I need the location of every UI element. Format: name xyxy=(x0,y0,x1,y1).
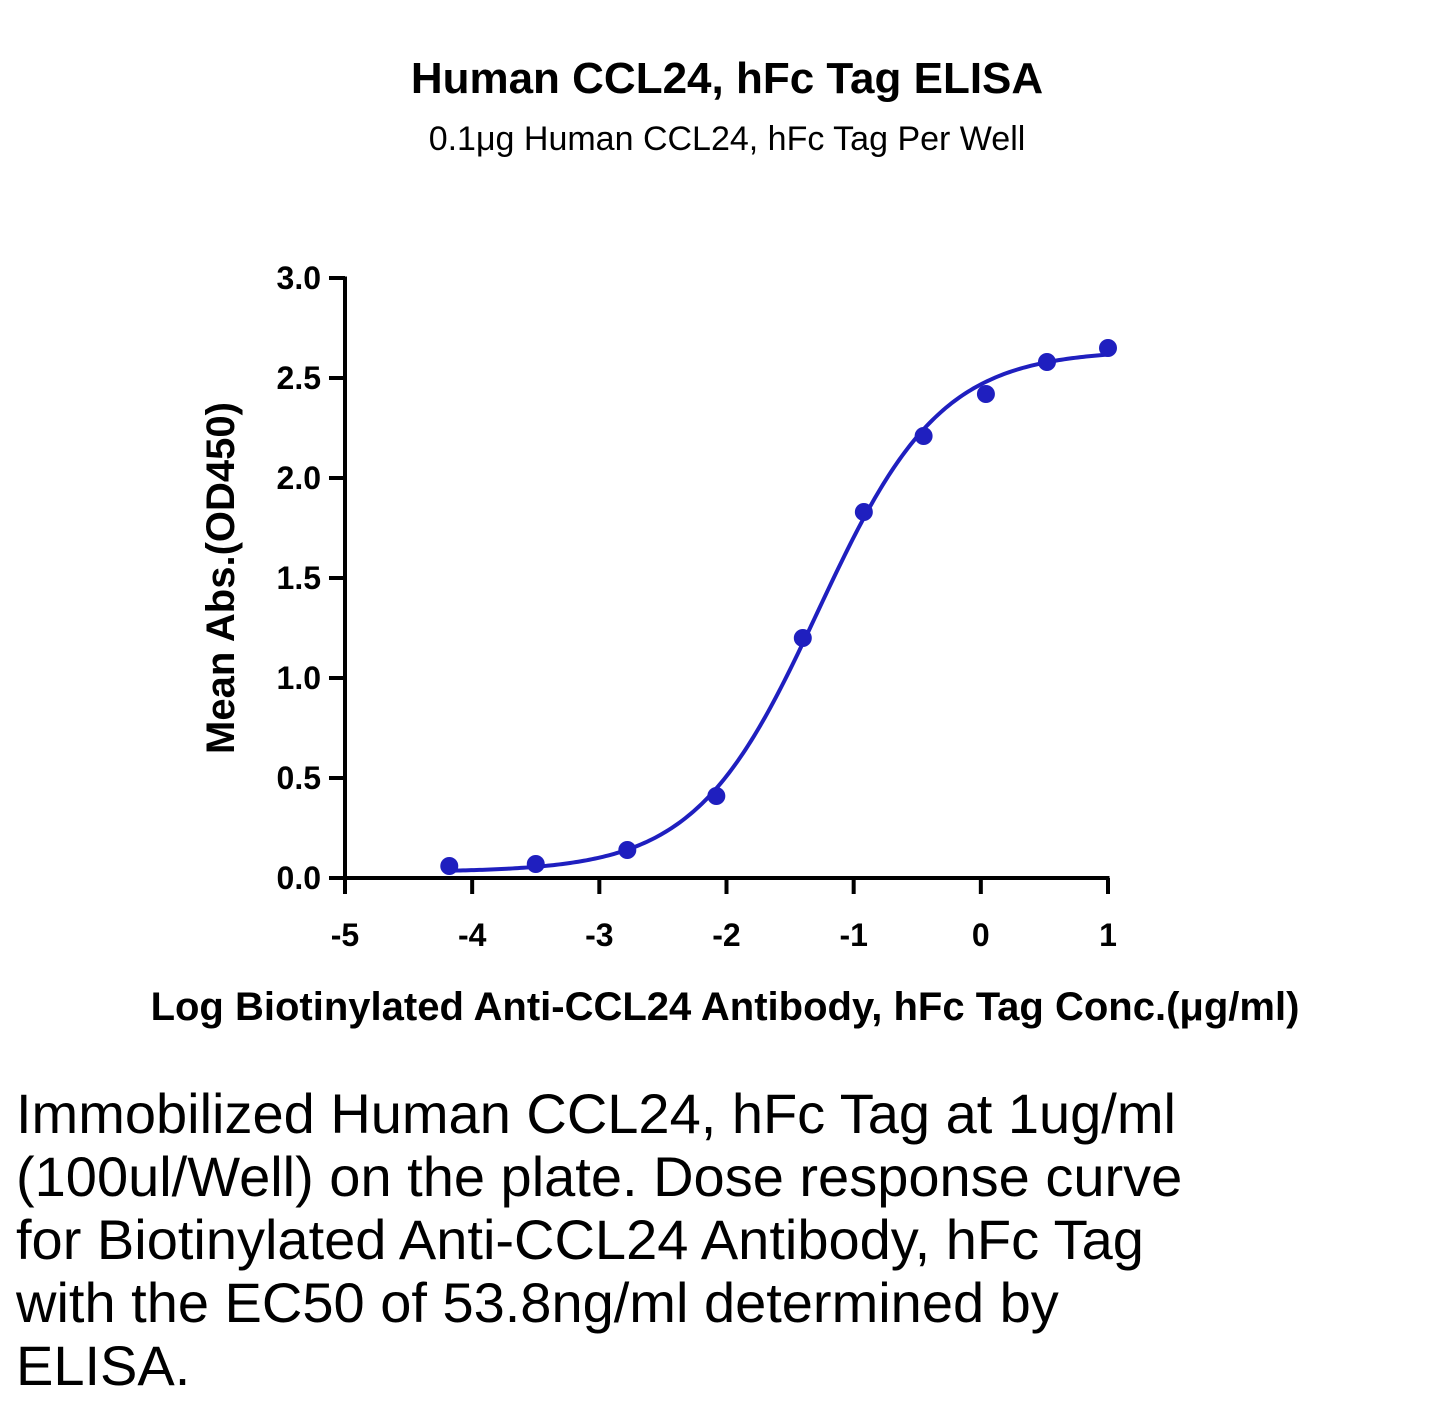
y-tick-label: 2.0 xyxy=(277,460,321,496)
y-tick-label: 0.0 xyxy=(277,860,321,896)
data-point xyxy=(440,857,459,875)
figure-caption: Immobilized Human CCL24, hFc Tag at 1ug/… xyxy=(16,1082,1183,1397)
data-point xyxy=(526,855,545,873)
y-tick-label: 0.5 xyxy=(277,760,321,796)
y-tick-label: 1.0 xyxy=(277,660,321,696)
data-point xyxy=(618,841,637,859)
chart-title: Human CCL24, hFc Tag ELISA xyxy=(411,54,1043,103)
fit-curve xyxy=(449,352,1109,873)
chart-subtitle: 0.1μg Human CCL24, hFc Tag Per Well xyxy=(429,120,1026,158)
data-point xyxy=(976,385,995,403)
y-tick-label: 2.5 xyxy=(277,360,321,396)
y-tick-label: 3.0 xyxy=(277,260,321,296)
x-tick-label: -5 xyxy=(331,917,359,953)
x-tick-label: -4 xyxy=(458,917,487,953)
data-point xyxy=(793,629,812,647)
y-tick-label: 1.5 xyxy=(277,560,321,596)
plot-area: 0.0 0.5 1.0 1.5 2.0 2.5 3.0 -5 -4 -3 -2 -1 0 1 xyxy=(277,260,1117,953)
y-axis-label: Mean Abs.(OD450) xyxy=(199,402,243,754)
data-point xyxy=(1037,353,1056,371)
elisa-chart: Human CCL24, hFc Tag ELISA 0.1μg Human C… xyxy=(151,54,1300,1029)
data-point xyxy=(854,503,873,521)
x-tick-label: -2 xyxy=(712,917,740,953)
x-axis-label: Log Biotinylated Anti-CCL24 Antibody, hF… xyxy=(151,985,1300,1029)
data-point xyxy=(914,427,933,445)
x-tick-label: 0 xyxy=(972,917,990,953)
x-tick-label: -1 xyxy=(839,917,867,953)
data-point xyxy=(707,787,726,805)
data-point xyxy=(1099,339,1117,357)
x-tick-label: -3 xyxy=(585,917,613,953)
x-tick-label: 1 xyxy=(1099,917,1117,953)
